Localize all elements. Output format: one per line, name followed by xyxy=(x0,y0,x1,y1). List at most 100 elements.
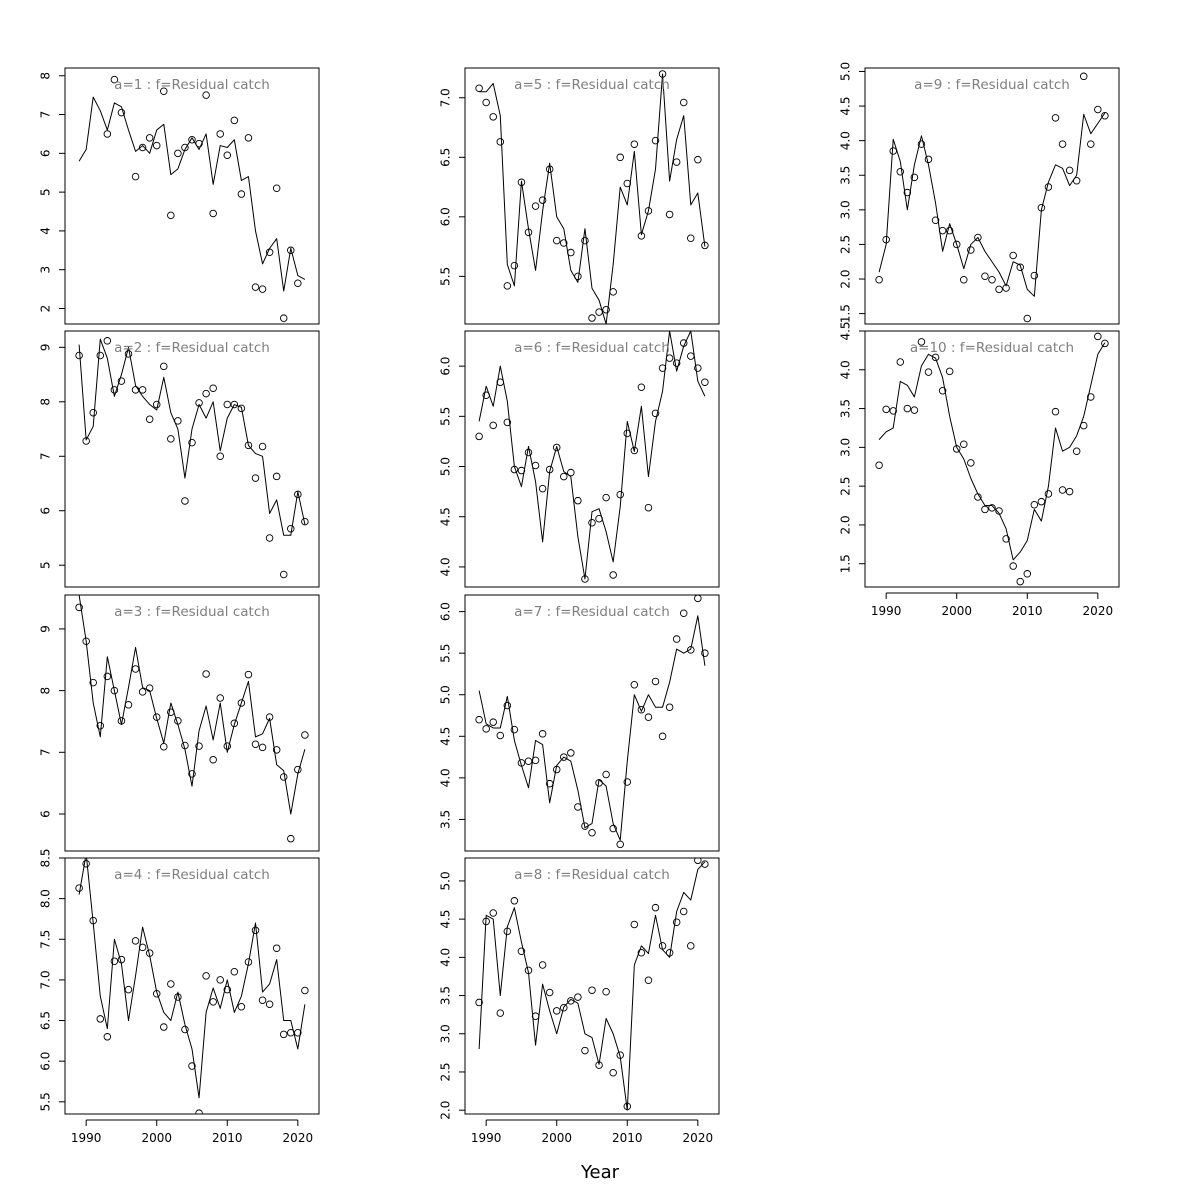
observed-point xyxy=(117,377,126,385)
observed-point xyxy=(167,708,175,716)
observed-point xyxy=(651,903,660,912)
panel-4: 5.5 6.0 6.5 7.0 7.5 8.0 8.5 1990 2000 2010 2020 a=4… xyxy=(39,848,320,1145)
observed-point xyxy=(552,765,561,774)
observed-point xyxy=(974,233,982,242)
x-tick-label: 2020 xyxy=(283,1131,314,1145)
observed-point xyxy=(216,452,224,461)
x-tick-label: 2010 xyxy=(212,1131,243,1145)
observed-point xyxy=(538,484,547,493)
observed-point xyxy=(82,637,90,646)
observed-point xyxy=(938,386,947,395)
y-tick-label: 4.0 xyxy=(439,768,453,787)
observed-point xyxy=(110,686,119,695)
observed-point xyxy=(1044,490,1053,498)
observed-point xyxy=(1087,140,1095,148)
observed-point xyxy=(574,803,582,811)
observed-point xyxy=(623,1102,632,1111)
observed-point xyxy=(96,351,105,360)
observed-point xyxy=(701,378,709,386)
observed-point xyxy=(538,961,547,969)
observed-point xyxy=(167,211,175,220)
x-tick-label: 2010 xyxy=(612,1131,643,1145)
observed-point xyxy=(167,435,175,443)
observed-point xyxy=(679,339,688,347)
observed-point xyxy=(1023,570,1032,578)
panel-title: a=3 : f=Residual catch xyxy=(114,604,270,620)
observed-point xyxy=(672,158,681,166)
observed-point xyxy=(272,944,281,952)
observed-point xyxy=(489,421,497,430)
observed-point xyxy=(602,305,610,314)
observed-point xyxy=(672,918,681,926)
observed-point xyxy=(974,493,982,501)
observed-point xyxy=(188,438,196,447)
observed-point xyxy=(89,408,97,417)
panel-title: a=8 : f=Residual catch xyxy=(514,867,670,883)
observed-point xyxy=(251,926,260,935)
panel-frame xyxy=(864,67,1120,325)
observed-point xyxy=(560,1004,568,1012)
observed-point xyxy=(517,947,526,955)
panel-1: 2 3 4 5 6 7 8 a=1 : f=Residual catch xyxy=(39,67,320,325)
observed-point xyxy=(609,288,617,296)
observed-point xyxy=(294,279,302,288)
x-tick-label: 1990 xyxy=(71,1131,102,1145)
y-tick-label: 5.0 xyxy=(439,871,453,890)
y-tick-label: 4.0 xyxy=(839,360,853,379)
observed-point xyxy=(188,136,196,144)
observed-point xyxy=(503,282,512,290)
observed-point xyxy=(287,1028,295,1037)
observed-point xyxy=(216,694,224,702)
observed-point xyxy=(152,989,161,998)
observed-point xyxy=(124,985,133,994)
observed-point xyxy=(552,236,561,245)
observed-point xyxy=(1030,271,1039,280)
observed-point xyxy=(244,670,253,679)
observed-point xyxy=(581,822,589,830)
observed-point xyxy=(567,749,575,757)
observed-point xyxy=(223,742,232,750)
observed-point xyxy=(279,1030,288,1039)
observed-point xyxy=(917,140,926,148)
observed-point xyxy=(82,437,90,445)
observed-point xyxy=(82,859,90,868)
y-tick-label: 6.5 xyxy=(439,148,453,167)
plot-area xyxy=(475,70,709,324)
observed-point xyxy=(96,722,105,730)
y-tick-label: 2.5 xyxy=(839,235,853,254)
observed-point xyxy=(524,966,533,975)
observed-point xyxy=(524,757,533,765)
plot-area xyxy=(475,331,709,583)
observed-point xyxy=(517,178,526,187)
y-tick-label: 2.0 xyxy=(439,1101,453,1120)
y-tick-label: 6.0 xyxy=(439,207,453,226)
observed-point xyxy=(103,672,112,681)
observed-point xyxy=(145,415,154,423)
observed-point xyxy=(287,246,295,255)
y-tick-label: 6.5 xyxy=(39,1011,53,1030)
y-tick-label: 7.0 xyxy=(39,970,53,989)
observed-point xyxy=(503,927,512,936)
panel-title: a=9 : f=Residual catch xyxy=(914,77,1070,93)
observed-point xyxy=(1037,497,1046,506)
observed-point xyxy=(658,70,667,78)
observed-point xyxy=(124,350,133,358)
observed-point xyxy=(545,779,554,788)
observed-point xyxy=(110,75,119,84)
panel-frame xyxy=(464,594,720,852)
observed-point xyxy=(1058,140,1067,148)
panels: 2 3 4 5 6 7 8 a=1 : f=Residual catch 5 6 7 8 9 a=2 : … xyxy=(39,62,1120,1145)
observed-point xyxy=(279,570,288,579)
observed-point xyxy=(531,461,540,470)
observed-point xyxy=(237,1002,246,1011)
observed-point xyxy=(665,210,674,219)
observed-point xyxy=(1065,487,1074,496)
observed-point xyxy=(475,715,483,724)
y-tick-label: 5.0 xyxy=(839,62,853,81)
observed-point xyxy=(931,216,940,224)
observed-point xyxy=(524,228,533,237)
observed-point xyxy=(181,143,189,152)
y-tick-label: 2.5 xyxy=(839,477,853,496)
observed-point xyxy=(188,1062,196,1070)
